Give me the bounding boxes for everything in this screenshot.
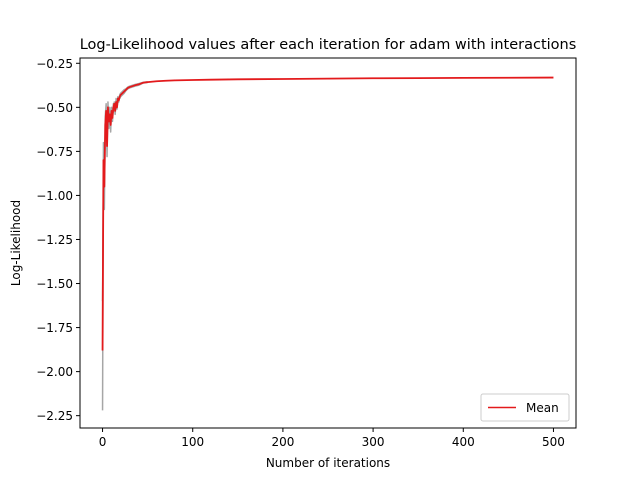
- x-tick-label: 0: [99, 435, 107, 449]
- y-tick-label: −1.00: [36, 189, 73, 203]
- y-tick-label: −1.75: [36, 321, 73, 335]
- x-tick-label: 300: [362, 435, 385, 449]
- plot-area: [101, 76, 554, 411]
- axes-frame: [79, 57, 577, 429]
- x-tick-label: 400: [452, 435, 475, 449]
- y-tick-label: −0.50: [36, 101, 73, 115]
- legend-label-mean: Mean: [526, 401, 559, 415]
- legend: Mean: [480, 393, 570, 422]
- y-axis: −2.25 −2.00 −1.75 −1.50 −1.25 −1.00 −0.75 −0.50…: [36, 57, 80, 423]
- series-line-mean: [101, 76, 554, 351]
- legend-box: [480, 393, 570, 422]
- y-tick-label: −1.25: [36, 233, 73, 247]
- y-tick-label: −1.50: [36, 277, 73, 291]
- y-tick-label: −2.25: [36, 409, 73, 423]
- chart-title: Log-Likelihood values after each iterati…: [80, 37, 577, 53]
- y-tick-label: −0.75: [36, 145, 73, 159]
- y-axis-label: Log-Likelihood: [9, 200, 23, 286]
- x-axis: 0 100 200 300 400 500: [99, 428, 565, 449]
- x-tick-label: 100: [181, 435, 204, 449]
- x-axis-label: Number of iterations: [266, 456, 390, 470]
- y-tick-label: −2.00: [36, 365, 73, 379]
- x-tick-label: 500: [542, 435, 565, 449]
- y-tick-label: −0.25: [36, 57, 73, 71]
- x-tick-label: 200: [271, 435, 294, 449]
